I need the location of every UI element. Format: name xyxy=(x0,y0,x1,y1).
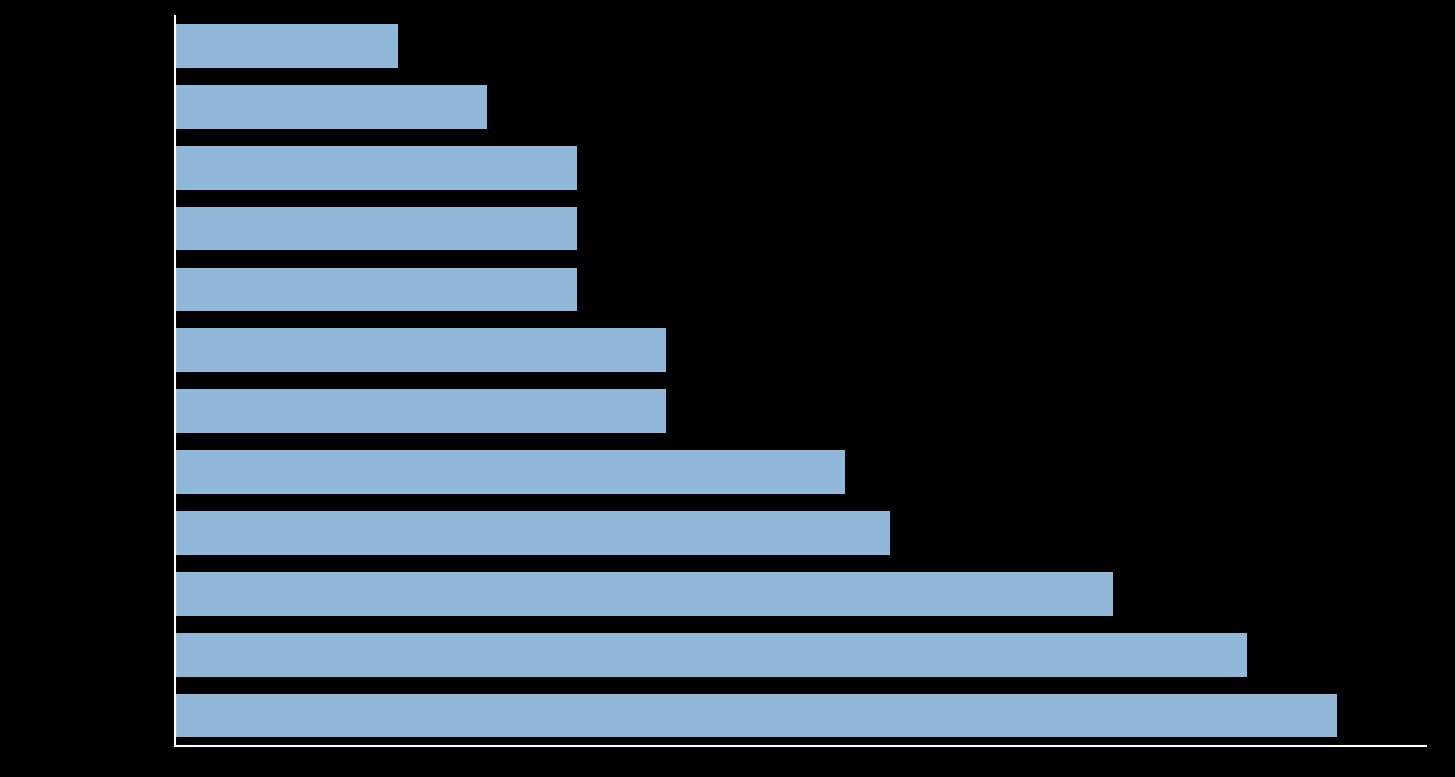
Bar xyxy=(175,24,399,68)
Bar xyxy=(175,389,666,433)
Bar xyxy=(175,329,666,372)
Bar xyxy=(175,632,1247,677)
Bar xyxy=(175,267,576,312)
Bar xyxy=(175,511,889,555)
Bar xyxy=(175,85,487,129)
Bar xyxy=(175,450,845,494)
Bar xyxy=(175,207,576,250)
Bar xyxy=(175,146,576,190)
Bar xyxy=(175,694,1337,737)
Bar xyxy=(175,572,1113,615)
